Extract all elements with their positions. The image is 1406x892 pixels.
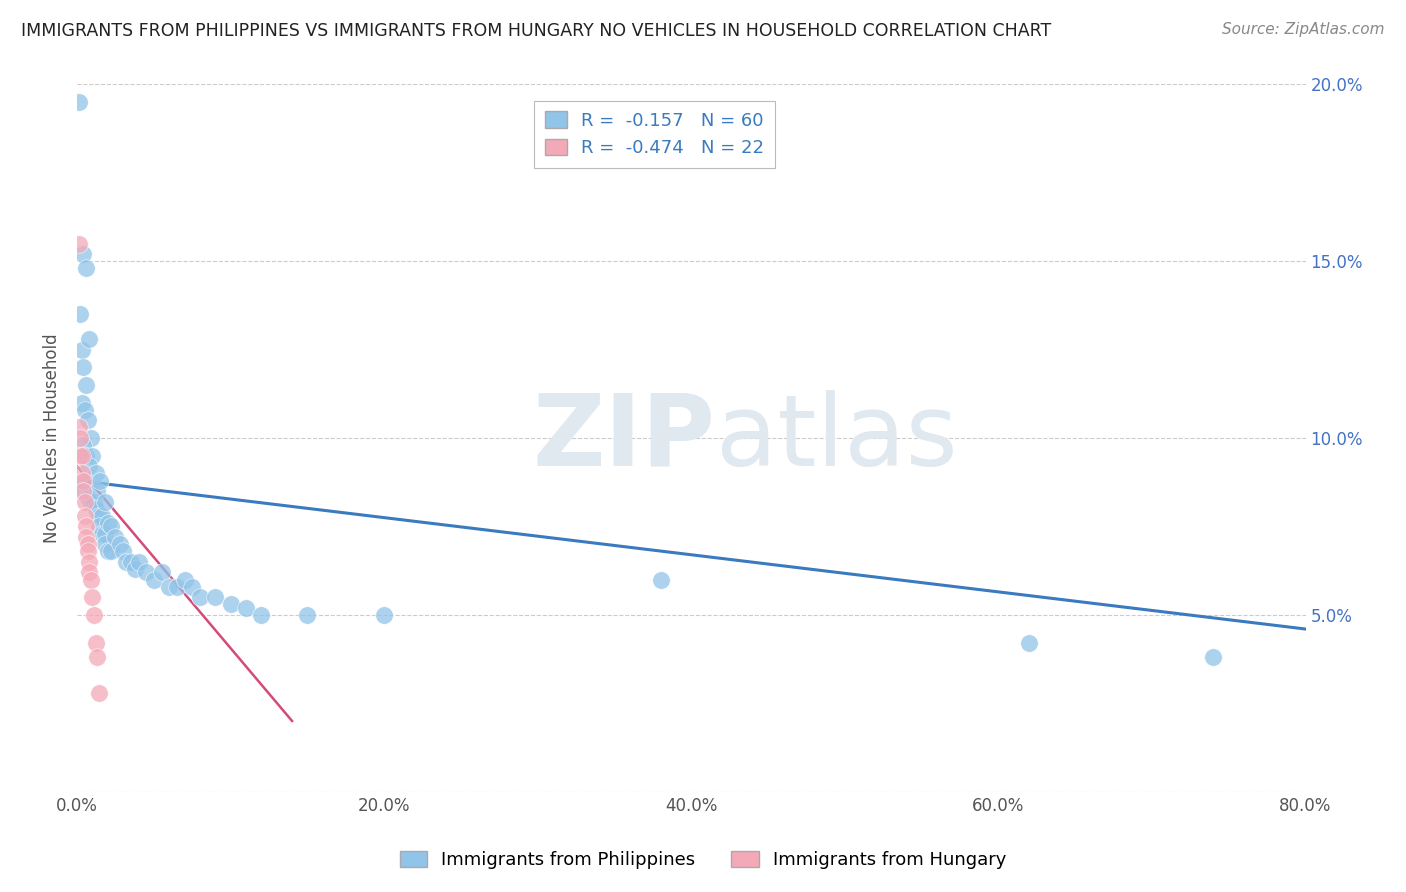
- Point: [173, 573, 195, 587]
- Text: atlas: atlas: [716, 390, 957, 486]
- Point: [79, 332, 101, 346]
- Point: [70, 484, 93, 499]
- Point: [79, 566, 101, 580]
- Point: [80, 431, 103, 445]
- Point: [87, 519, 110, 533]
- Point: [112, 544, 135, 558]
- Point: [84, 467, 107, 481]
- Point: [73, 508, 96, 523]
- Point: [93, 537, 115, 551]
- Text: ZIP: ZIP: [533, 390, 716, 486]
- Point: [79, 459, 101, 474]
- Point: [80, 494, 103, 508]
- Point: [70, 467, 93, 481]
- Point: [120, 555, 142, 569]
- Point: [100, 519, 122, 533]
- Point: [100, 544, 122, 558]
- Point: [1018, 636, 1040, 650]
- Point: [76, 544, 98, 558]
- Point: [72, 360, 94, 375]
- Point: [83, 607, 105, 622]
- Point: [235, 600, 257, 615]
- Point: [1202, 650, 1225, 665]
- Point: [79, 555, 101, 569]
- Point: [150, 566, 173, 580]
- Point: [83, 494, 105, 508]
- Point: [90, 508, 112, 523]
- Point: [124, 562, 146, 576]
- Point: [75, 519, 97, 533]
- Point: [69, 431, 91, 445]
- Point: [73, 402, 96, 417]
- Point: [188, 591, 211, 605]
- Point: [70, 449, 93, 463]
- Point: [67, 95, 90, 109]
- Point: [97, 544, 120, 558]
- Point: [76, 491, 98, 506]
- Point: [115, 555, 138, 569]
- Point: [650, 573, 672, 587]
- Point: [75, 530, 97, 544]
- Point: [76, 413, 98, 427]
- Point: [80, 573, 103, 587]
- Point: [72, 247, 94, 261]
- Point: [67, 420, 90, 434]
- Point: [297, 607, 319, 622]
- Point: [97, 516, 120, 530]
- Point: [73, 494, 96, 508]
- Point: [72, 484, 94, 499]
- Point: [373, 607, 395, 622]
- Text: IMMIGRANTS FROM PHILIPPINES VS IMMIGRANTS FROM HUNGARY NO VEHICLES IN HOUSEHOLD : IMMIGRANTS FROM PHILIPPINES VS IMMIGRANT…: [21, 22, 1052, 40]
- Point: [104, 530, 127, 544]
- Point: [204, 591, 226, 605]
- Point: [82, 591, 104, 605]
- Point: [70, 343, 93, 357]
- Point: [87, 508, 110, 523]
- Point: [93, 526, 115, 541]
- Point: [90, 526, 112, 541]
- Legend: Immigrants from Philippines, Immigrants from Hungary: Immigrants from Philippines, Immigrants …: [391, 842, 1015, 879]
- Point: [72, 474, 94, 488]
- Point: [219, 597, 242, 611]
- Point: [73, 474, 96, 488]
- Point: [84, 636, 107, 650]
- Point: [67, 236, 90, 251]
- Point: [87, 686, 110, 700]
- Point: [166, 580, 188, 594]
- Point: [82, 449, 104, 463]
- Point: [75, 261, 97, 276]
- Text: Source: ZipAtlas.com: Source: ZipAtlas.com: [1222, 22, 1385, 37]
- Point: [70, 395, 93, 409]
- Point: [135, 566, 157, 580]
- Point: [72, 438, 94, 452]
- Point: [84, 501, 107, 516]
- Point: [93, 494, 115, 508]
- Point: [75, 378, 97, 392]
- Point: [69, 307, 91, 321]
- Point: [142, 573, 165, 587]
- Point: [86, 650, 108, 665]
- Point: [128, 555, 150, 569]
- Point: [75, 449, 97, 463]
- Point: [76, 537, 98, 551]
- Y-axis label: No Vehicles in Household: No Vehicles in Household: [44, 334, 60, 543]
- Point: [69, 449, 91, 463]
- Point: [181, 580, 204, 594]
- Point: [86, 484, 108, 499]
- Point: [250, 607, 273, 622]
- Point: [157, 580, 180, 594]
- Point: [89, 474, 111, 488]
- Legend: R =  -0.157   N = 60, R =  -0.474   N = 22: R = -0.157 N = 60, R = -0.474 N = 22: [534, 101, 775, 168]
- Point: [108, 537, 131, 551]
